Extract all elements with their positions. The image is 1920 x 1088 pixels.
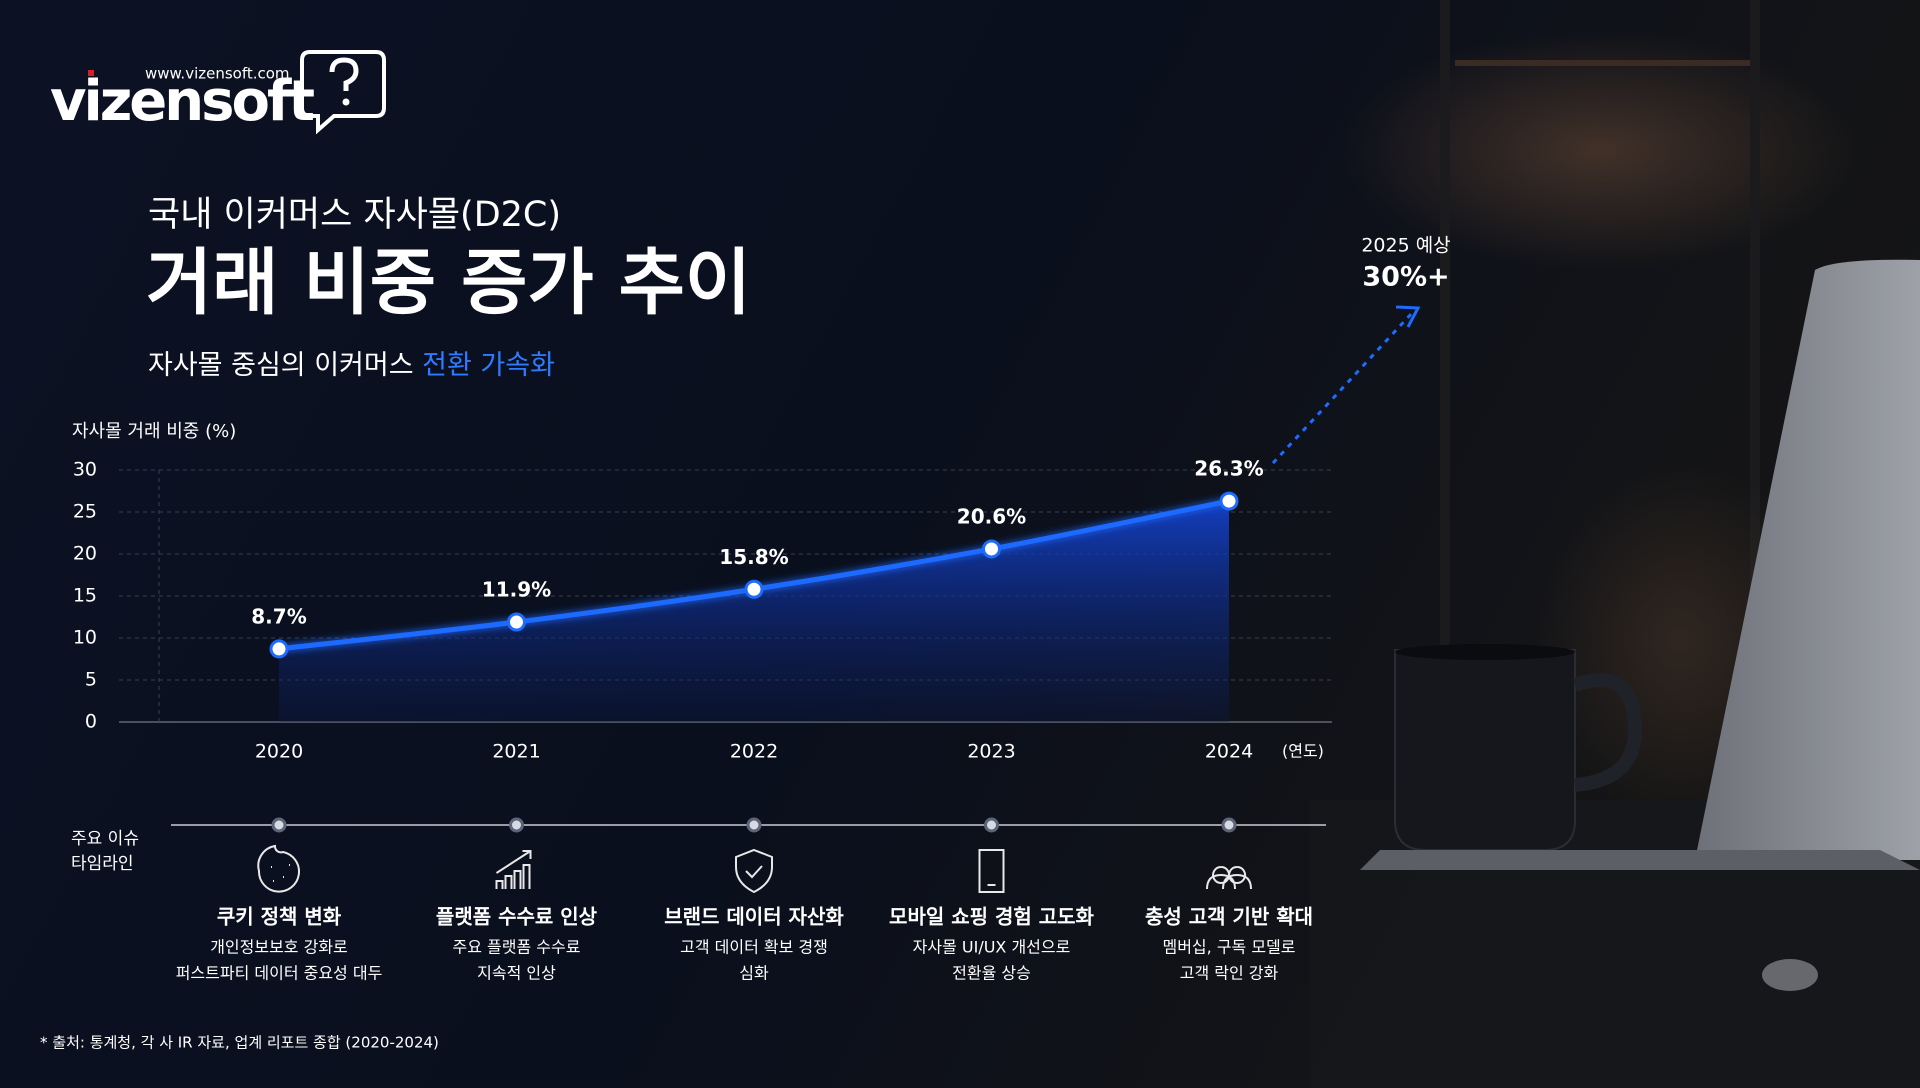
footnote: * 출처: 통계청, 각 사 IR 자료, 업계 리포트 종합 (2020-20…	[40, 1034, 439, 1052]
timeline-icon	[735, 848, 773, 894]
x-tick-label: 2020	[255, 741, 303, 763]
timeline-title: 쿠키 정책 변화	[217, 905, 342, 929]
value-label: 8.7%	[251, 604, 306, 628]
x-tick-label: 2024	[1205, 741, 1253, 763]
x-axis-label: (연도)	[1282, 742, 1324, 761]
timeline-icon	[1206, 866, 1252, 890]
logo: www.vizensoft.com vizensoft	[50, 50, 386, 135]
y-tick-label: 15	[73, 585, 97, 607]
y-axis-label: 자사몰 거래 비중 (%)	[72, 421, 236, 442]
timeline-dot	[984, 817, 999, 833]
logo-question-dot	[342, 98, 350, 106]
timeline-title: 브랜드 데이터 자산화	[664, 905, 844, 929]
subtitle-part: 자사몰 중심의 이커머스	[148, 350, 422, 381]
timeline-desc: 고객 데이터 확보 경쟁	[680, 938, 828, 957]
timeline-desc: 고객 락인 강화	[1180, 964, 1279, 983]
y-tick-label: 30	[73, 459, 97, 481]
logo-name: vizensoft	[50, 69, 314, 134]
y-tick-label: 10	[73, 627, 97, 649]
y-tick-label: 0	[85, 711, 97, 733]
timeline-desc: 주요 플랫폼 수수료	[453, 938, 581, 957]
value-label: 11.9%	[482, 578, 551, 602]
timeline-desc: 전환율 상승	[952, 964, 1031, 983]
timeline-icon	[495, 850, 532, 889]
logo-bubble	[300, 50, 386, 135]
forecast-arrow-head	[1395, 305, 1421, 328]
timeline-desc: 개인정보보호 강화로	[210, 938, 348, 957]
y-tick-label: 25	[73, 501, 97, 523]
kicker: 국내 이커머스 자사몰(D2C)	[148, 195, 561, 235]
subtitle-highlight: 전환 가속화	[422, 350, 555, 381]
timeline-desc: 자사몰 UI/UX 개선으로	[913, 938, 1071, 957]
forecast-arrow	[1271, 311, 1414, 465]
value-label: 15.8%	[719, 545, 788, 569]
timeline-desc: 멤버십, 구독 모델로	[1162, 938, 1295, 957]
logo-url: www.vizensoft.com	[145, 65, 290, 83]
timeline-dot	[271, 817, 287, 833]
scene	[1310, 0, 1920, 1088]
timeline-desc: 퍼스트파티 데이터 중요성 대두	[176, 964, 383, 983]
timeline-label: 주요 이슈	[71, 829, 139, 849]
value-label: 26.3%	[1194, 457, 1263, 481]
timeline-title: 모바일 쇼핑 경험 고도화	[889, 905, 1094, 929]
point	[507, 612, 526, 632]
timeline-icon	[978, 849, 1005, 893]
timeline-label: 타임라인	[71, 854, 134, 874]
x-tick-label: 2023	[967, 741, 1015, 763]
subtitle: 자사몰 중심의 이커머스 전환 가속화	[148, 350, 555, 381]
timeline-icon	[257, 844, 300, 893]
value-label: 20.6%	[957, 504, 1026, 528]
timeline-desc: 심화	[739, 964, 769, 983]
point	[269, 639, 289, 659]
logo-dot	[88, 70, 94, 76]
point	[744, 579, 764, 599]
timeline-dot	[509, 817, 524, 833]
point	[1219, 491, 1239, 511]
timeline-title: 플랫폼 수수료 인상	[436, 905, 598, 929]
timeline-title: 충성 고객 기반 확대	[1145, 905, 1313, 929]
x-tick-label: 2021	[492, 741, 540, 763]
forecast-label: 2025 예상	[1361, 235, 1450, 257]
timeline-dot	[1221, 817, 1237, 833]
main-title: 거래 비중 증가 추이	[146, 241, 751, 325]
y-tick-label: 5	[85, 669, 97, 691]
timeline-desc: 지속적 인상	[477, 964, 556, 983]
forecast-value: 30%+	[1362, 262, 1449, 293]
x-tick-label: 2022	[730, 741, 778, 763]
point	[982, 539, 1001, 559]
logo-question	[329, 57, 359, 91]
timeline-dot	[746, 817, 762, 833]
y-tick-label: 20	[73, 543, 97, 565]
